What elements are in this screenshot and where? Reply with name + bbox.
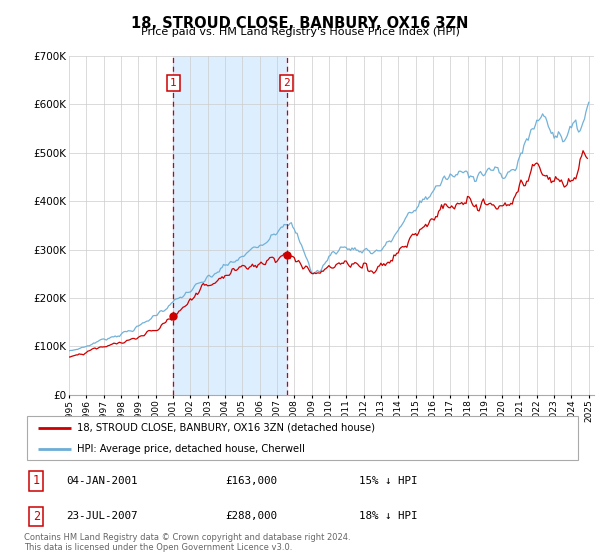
Text: 18% ↓ HPI: 18% ↓ HPI xyxy=(359,511,418,521)
Text: 2: 2 xyxy=(283,78,290,88)
Text: This data is licensed under the Open Government Licence v3.0.: This data is licensed under the Open Gov… xyxy=(24,543,292,552)
FancyBboxPatch shape xyxy=(27,416,578,460)
Text: Contains HM Land Registry data © Crown copyright and database right 2024.: Contains HM Land Registry data © Crown c… xyxy=(24,533,350,542)
Text: HPI: Average price, detached house, Cherwell: HPI: Average price, detached house, Cher… xyxy=(77,444,305,454)
Text: 2: 2 xyxy=(33,510,40,523)
Text: Price paid vs. HM Land Registry's House Price Index (HPI): Price paid vs. HM Land Registry's House … xyxy=(140,27,460,37)
Text: 18, STROUD CLOSE, BANBURY, OX16 3ZN (detached house): 18, STROUD CLOSE, BANBURY, OX16 3ZN (det… xyxy=(77,423,375,433)
Text: 1: 1 xyxy=(33,474,40,487)
Text: 18, STROUD CLOSE, BANBURY, OX16 3ZN: 18, STROUD CLOSE, BANBURY, OX16 3ZN xyxy=(131,16,469,31)
Text: 15% ↓ HPI: 15% ↓ HPI xyxy=(359,476,418,486)
Text: £288,000: £288,000 xyxy=(225,511,277,521)
Text: £163,000: £163,000 xyxy=(225,476,277,486)
Text: 23-JUL-2007: 23-JUL-2007 xyxy=(66,511,137,521)
Text: 1: 1 xyxy=(170,78,176,88)
Text: 04-JAN-2001: 04-JAN-2001 xyxy=(66,476,137,486)
Bar xyxy=(173,56,287,395)
